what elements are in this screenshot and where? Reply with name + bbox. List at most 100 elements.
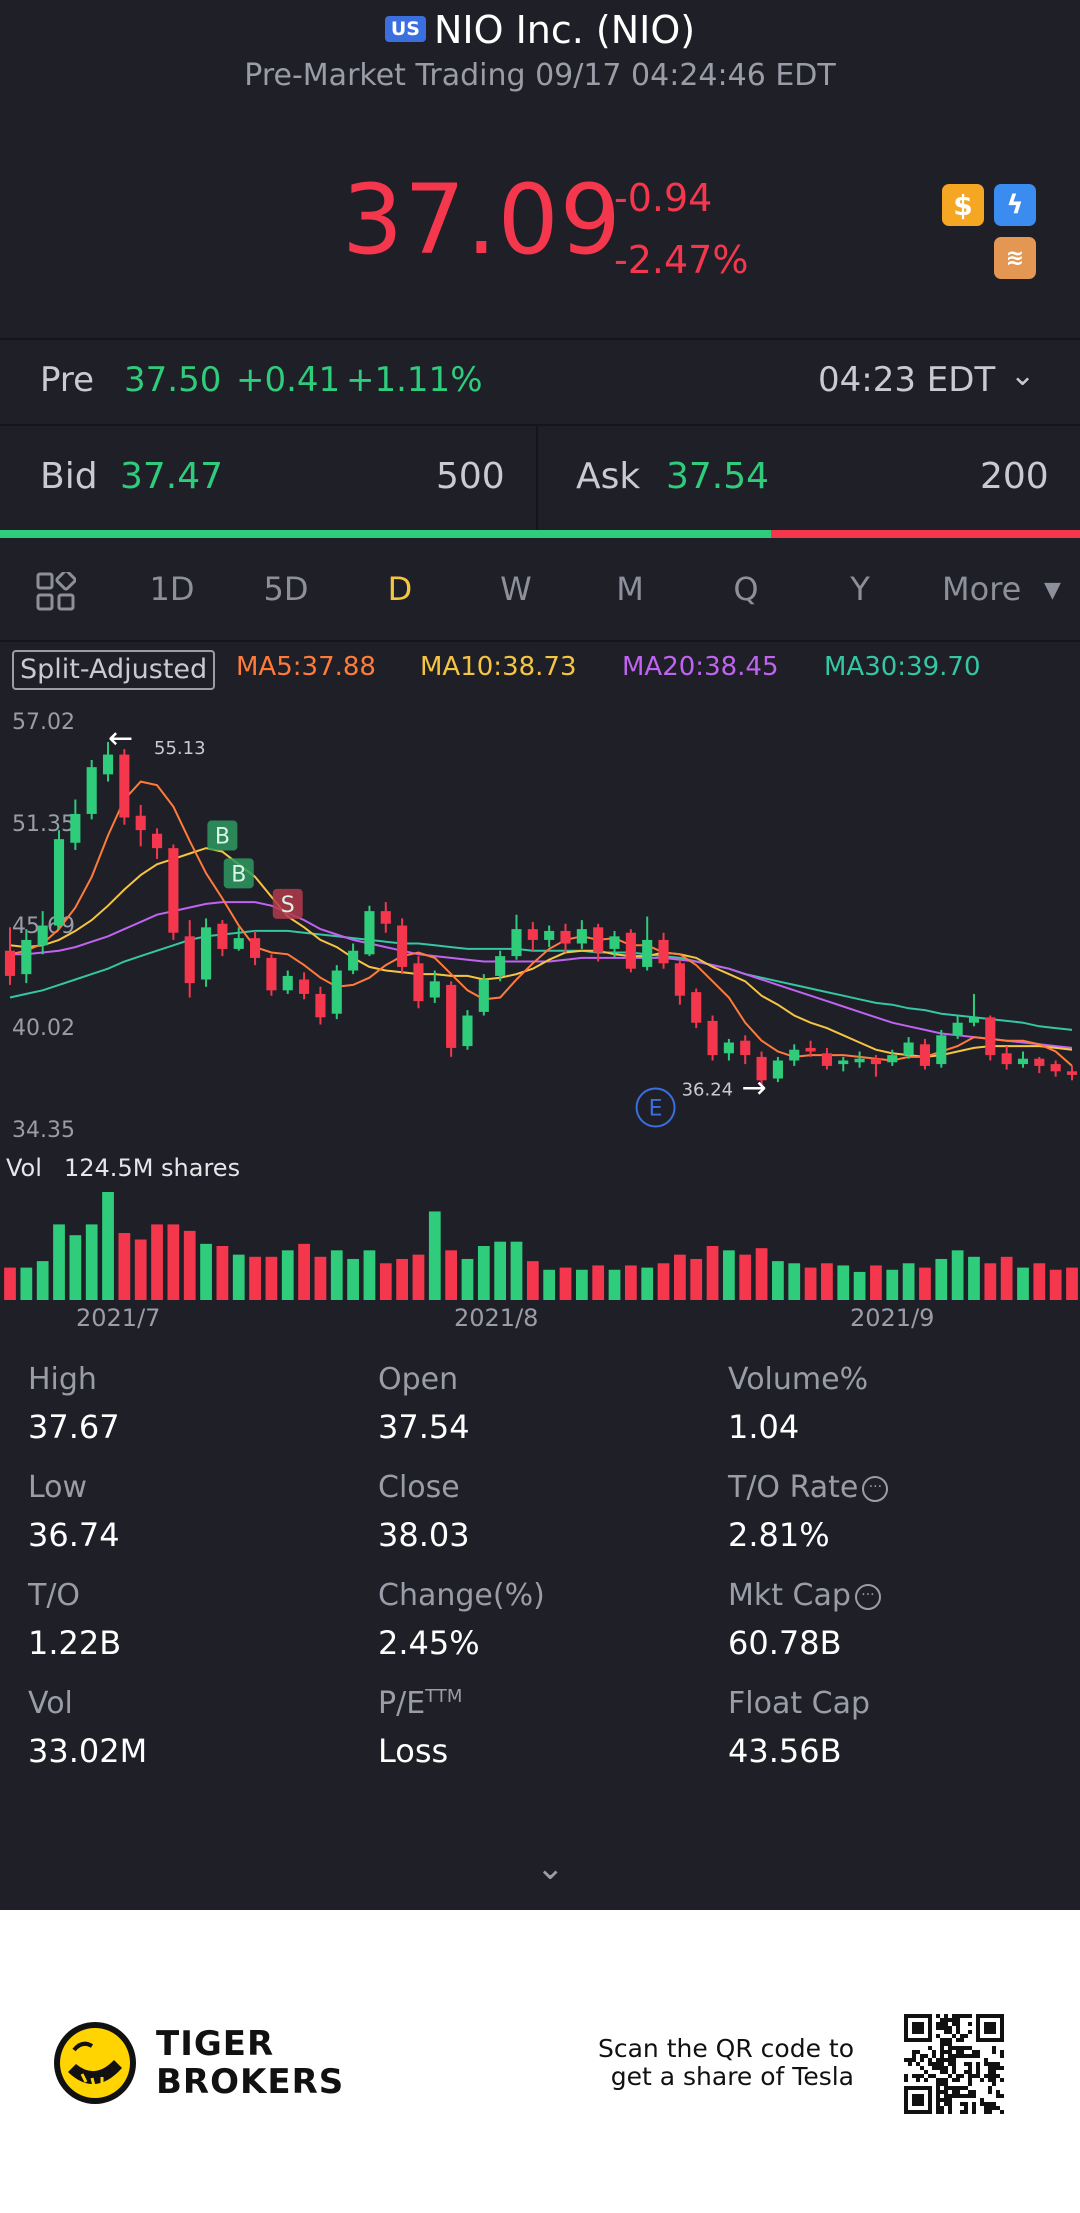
qr-module	[948, 2058, 952, 2062]
qr-module	[904, 2074, 908, 2078]
qr-module	[940, 2110, 944, 2114]
candle-body	[217, 923, 228, 949]
qr-module	[932, 2074, 936, 2078]
qr-module	[936, 2066, 940, 2070]
tab-q[interactable]: Q	[733, 570, 759, 608]
dollar-icon[interactable]: $	[942, 184, 984, 226]
stat-value-low: 36.74	[28, 1516, 120, 1554]
qr-module	[964, 2054, 968, 2058]
qr-module	[956, 2046, 960, 2050]
qr-module	[980, 2098, 984, 2102]
qr-module	[924, 2078, 928, 2082]
qr-module	[944, 2022, 948, 2026]
stats-grid: High 37.67 Open 37.54 Volume% 1.04 Low 3…	[0, 1356, 1080, 1796]
layers-icon[interactable]: ≋	[994, 237, 1036, 279]
volume-bar	[821, 1263, 833, 1300]
qr-module	[960, 2034, 964, 2038]
volume-bar	[20, 1267, 33, 1300]
stat-value-to-rate: 2.81%	[728, 1516, 830, 1554]
qr-module	[956, 2022, 960, 2026]
trade-marker-icon	[272, 888, 303, 919]
tab-w[interactable]: W	[500, 570, 532, 608]
trade-marker-label: B	[231, 862, 246, 887]
volume-bar	[968, 1256, 980, 1300]
qr-module	[944, 2058, 948, 2062]
candle-body	[200, 927, 212, 980]
qr-module	[996, 2106, 1000, 2110]
stat-label-float-cap: Float Cap	[728, 1686, 871, 1721]
candle-body	[413, 963, 424, 1002]
candle-body	[1066, 1071, 1078, 1075]
qr-module	[940, 2018, 944, 2022]
qr-module	[908, 2058, 912, 2062]
volume-bar	[102, 1192, 114, 1300]
candle-body	[446, 984, 457, 1048]
tab-d[interactable]: D	[387, 570, 413, 608]
volume-bar	[134, 1239, 147, 1300]
stat-label-open: Open	[378, 1362, 459, 1397]
ma20-line	[10, 901, 1073, 1049]
grid-icon[interactable]	[36, 572, 76, 612]
qr-module	[948, 2046, 952, 2050]
info-icon[interactable]: ···	[854, 1583, 881, 1610]
stat-label-text: P/E	[378, 1686, 426, 1721]
tab-1d[interactable]: 1D	[149, 570, 195, 608]
candle-body	[968, 1017, 980, 1023]
qr-module	[956, 2090, 960, 2094]
tab-more[interactable]: More	[942, 570, 1022, 608]
qr-module	[952, 2066, 956, 2070]
volume-bar	[330, 1250, 343, 1300]
qr-module	[952, 2018, 956, 2022]
qr-module	[984, 2102, 988, 2106]
candle-body	[887, 1055, 898, 1063]
qr-module	[968, 2082, 972, 2086]
candle-body	[1050, 1064, 1061, 1072]
qr-module	[944, 2086, 948, 2090]
volume-bar	[428, 1211, 441, 1300]
qr-module	[980, 2078, 984, 2082]
qr-module	[964, 2094, 968, 2098]
expand-chevron-icon[interactable]: ⌄	[536, 1848, 565, 1888]
candle-body	[756, 1056, 767, 1081]
qr-module	[968, 2022, 972, 2026]
qr-module	[948, 2050, 952, 2054]
qr-module	[968, 2094, 972, 2098]
stat-value-vol: 33.02M	[28, 1732, 148, 1770]
qr-module	[952, 2078, 956, 2082]
qr-module	[992, 2078, 996, 2082]
stock-title: NIO Inc. (NIO)	[433, 8, 696, 52]
qr-module	[948, 2062, 952, 2066]
candle-body	[658, 939, 669, 964]
info-icon[interactable]: ···	[862, 1475, 889, 1502]
pre-market-row[interactable]: Pre 37.50 +0.41 +1.11% 04:23 EDT ⌄	[0, 340, 1080, 424]
candle-body	[609, 936, 620, 949]
volume-bar	[69, 1235, 82, 1300]
volume-bar	[36, 1261, 49, 1300]
qr-module	[940, 2062, 944, 2066]
qr-code[interactable]	[904, 2014, 1004, 2114]
lightning-icon[interactable]: ϟ	[994, 184, 1036, 226]
volume-bar	[1033, 1263, 1046, 1300]
chevron-down-icon[interactable]: ⌄	[1010, 358, 1036, 393]
caret-down-icon[interactable]: ▼	[1044, 578, 1061, 603]
stat-label-vol: Vol	[28, 1686, 73, 1721]
ask-ratio-fill	[771, 530, 1080, 538]
tab-m[interactable]: M	[616, 570, 644, 608]
qr-module	[932, 2054, 936, 2058]
volume-bar	[543, 1269, 556, 1300]
qr-module	[968, 2070, 972, 2074]
qr-module	[960, 2086, 964, 2090]
split-adjusted-toggle[interactable]: Split-Adjusted	[12, 650, 216, 690]
qr-module	[940, 2046, 944, 2050]
bid-ask-separator	[536, 426, 538, 530]
tab-y[interactable]: Y	[850, 570, 870, 608]
qr-module	[952, 2070, 956, 2074]
candle-body	[364, 911, 375, 955]
tab-5d[interactable]: 5D	[263, 570, 309, 608]
qr-module	[968, 2062, 972, 2066]
qr-module	[960, 2038, 964, 2042]
qr-module	[948, 2042, 952, 2046]
qr-module	[988, 2074, 992, 2078]
volume-bar	[379, 1263, 392, 1300]
